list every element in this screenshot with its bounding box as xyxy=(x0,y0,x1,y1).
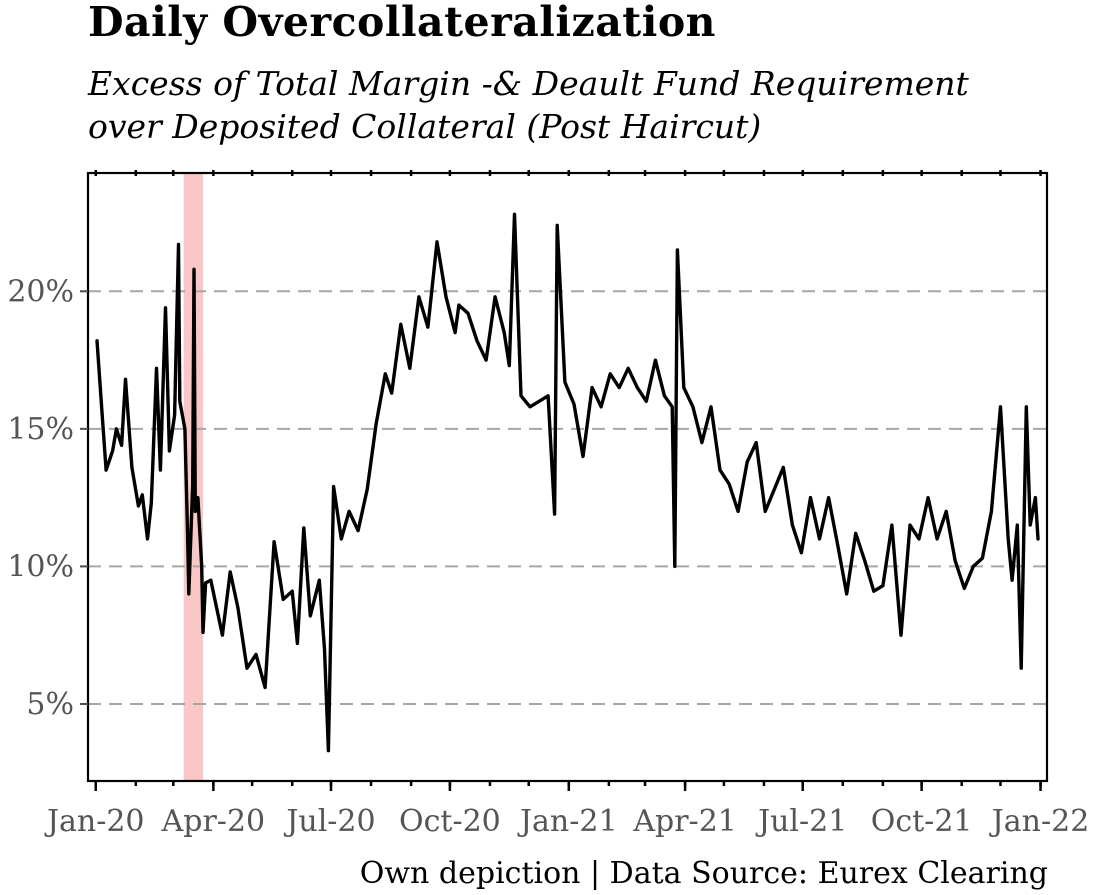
chart-caption: Own depiction | Data Source: Eurex Clear… xyxy=(359,856,1048,891)
x-tick-label-8: Jan-22 xyxy=(989,804,1090,839)
x-tick-label-1: Apr-20 xyxy=(161,804,266,839)
x-tick-label-7: Oct-21 xyxy=(871,804,973,839)
x-tick-label-3: Oct-20 xyxy=(399,804,501,839)
series-layer xyxy=(95,212,1040,753)
subtitle-line-1: Excess of Total Margin -& Deault Fund Re… xyxy=(88,64,969,103)
axes: 5% 10% 15% 20% Jan-20 Apr-20 Jul-20 Oct-20 Jan-2… xyxy=(7,170,1089,839)
plot-frame xyxy=(86,171,1049,783)
y-tick-label-2: 15% xyxy=(7,412,74,447)
y-tick-label-1: 10% xyxy=(7,549,74,584)
x-tick-label-5: Apr-21 xyxy=(632,804,737,839)
subtitle-line-2: over Deposited Collateral (Post Haircut) xyxy=(88,107,762,146)
y-tick-label-3: 20% xyxy=(7,274,74,309)
gridlines xyxy=(88,290,1047,705)
y-tick-label-0: 5% xyxy=(26,687,74,722)
plot-border xyxy=(86,171,1049,783)
x-tick-label-2: Jul-20 xyxy=(283,804,375,839)
x-tick-label-0: Jan-20 xyxy=(44,804,145,839)
x-tick-label-4: Jan-21 xyxy=(517,804,618,839)
x-tick-label-6: Jul-21 xyxy=(755,804,847,839)
chart-subtitle: Excess of Total Margin -& Deault Fund Re… xyxy=(88,62,969,148)
chart-title: Daily Overcollateralization xyxy=(88,0,716,46)
series-line-0 xyxy=(95,212,1040,753)
